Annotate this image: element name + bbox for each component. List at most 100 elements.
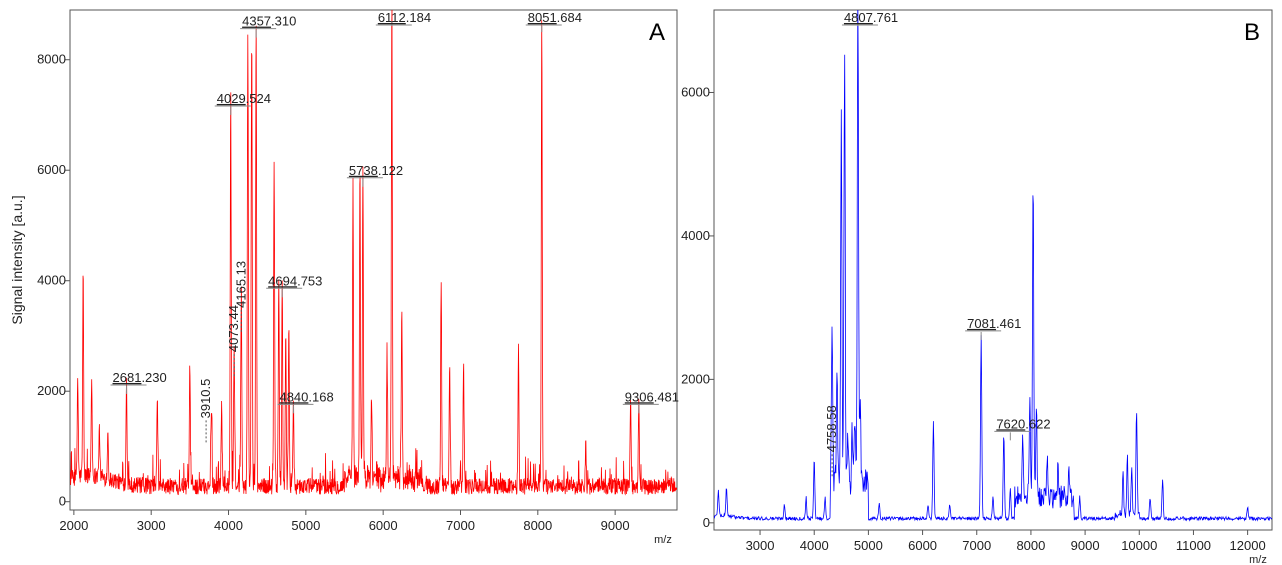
peak-point	[352, 208, 353, 209]
peak-annotation: 6112.184	[378, 10, 431, 25]
peak-point	[854, 454, 855, 455]
peak-point	[386, 374, 387, 375]
peak-mass-integer: 2681	[113, 370, 142, 385]
peak-point	[841, 142, 842, 143]
peak-annotation: 4029.524	[217, 91, 271, 106]
x-tick-label: 6000	[908, 538, 937, 553]
x-tick-label: 9000	[1071, 538, 1100, 553]
peak-point	[83, 297, 84, 298]
peak-mass-decimal: .761	[873, 10, 898, 25]
peak-point	[726, 494, 727, 495]
peak-point	[247, 54, 248, 55]
x-tick-label: 2000	[59, 518, 88, 533]
plot-frame	[713, 9, 1273, 531]
peak-point	[1068, 490, 1069, 491]
x-tick-label: 12000	[1230, 538, 1266, 553]
y-tick-label: 6000	[681, 84, 710, 99]
chart-panel-b: 3000 4000 5000 6000 7000 8000 9000 10000 11000 12…	[681, 9, 1273, 565]
peak-annotation: 4357.310	[242, 14, 296, 29]
spectrum-series-line	[70, 10, 677, 496]
peak-annotation: 7081.461	[967, 316, 1021, 331]
peak-point	[860, 443, 861, 444]
peak-point	[1122, 479, 1123, 480]
peak-point	[1162, 483, 1163, 484]
x-tick-label: 8000	[1016, 538, 1045, 553]
peak-point	[824, 501, 825, 502]
peak-point	[784, 508, 785, 509]
peak-mass-decimal: .168	[308, 389, 333, 404]
peak-mass-integer: 4840	[279, 389, 308, 404]
peak-annotation: 2681.230	[113, 370, 167, 385]
peak-mass-decimal: .122	[378, 163, 403, 178]
y-tick-label: 4000	[681, 228, 710, 243]
peak-mass-integer: 6112	[378, 10, 406, 25]
peak-annotation: 8051.684	[528, 10, 582, 25]
peak-annotation: 9306.481	[625, 389, 679, 404]
plot-frame	[69, 9, 678, 511]
peak-mass-decimal: .461	[996, 316, 1021, 331]
peak-point	[1131, 472, 1132, 473]
x-tick-label: 10000	[1121, 538, 1157, 553]
x-tick-label: 5000	[291, 518, 320, 533]
peak-point	[157, 407, 158, 408]
peak-mass-decimal: .310	[271, 14, 296, 29]
peak-mass-decimal: .230	[141, 370, 166, 385]
panel-letter: B	[1244, 19, 1260, 46]
peak-mass-decimal: .753	[297, 273, 322, 288]
peak-point	[401, 335, 402, 336]
x-tick-label: 7000	[446, 518, 475, 533]
peak-point	[927, 508, 928, 509]
peak-point	[359, 192, 360, 193]
peak-point	[844, 88, 845, 89]
peak-point	[1247, 511, 1248, 512]
y-tick-label: 2000	[37, 383, 66, 398]
x-tick-label: 5000	[854, 538, 883, 553]
peak-point	[814, 461, 815, 462]
peak-mass-decimal: .184	[406, 10, 431, 25]
peak-annotation: 4694.753	[268, 273, 322, 288]
peak-point	[832, 357, 833, 358]
peak-point	[1127, 465, 1128, 466]
peak-mass-decimal: .622	[1025, 416, 1050, 431]
peak-point	[77, 402, 78, 403]
y-tick-label: 2000	[681, 371, 710, 386]
peak-annotation: 7620.622	[996, 416, 1050, 431]
peak-point	[221, 424, 222, 425]
x-tick-label: 3000	[746, 538, 775, 553]
peak-mass-integer: 7081	[967, 316, 996, 331]
peak-point	[288, 335, 289, 336]
spectrum-series-line	[714, 10, 1272, 522]
peak-point	[1150, 501, 1151, 502]
peak-mass-integer: 5738	[349, 163, 378, 178]
peak-mass-integer: 4807	[844, 10, 873, 25]
peak-mass-integer: 4357	[242, 14, 271, 29]
peak-point	[847, 472, 848, 473]
peak-point	[1136, 415, 1137, 416]
peak-point	[1010, 490, 1011, 491]
peak-point	[518, 363, 519, 364]
peak-mass-decimal: .481	[654, 389, 679, 404]
vertical-peak-annotation: 4758.58	[824, 405, 839, 452]
vertical-peak-annotation: 3910.5	[198, 379, 213, 419]
x-tick-label: 6000	[369, 518, 398, 533]
peak-point	[1022, 465, 1023, 466]
peak-point	[992, 501, 993, 502]
y-tick-label: 0	[59, 494, 66, 509]
peak-point	[630, 418, 631, 419]
x-tick-label: 4000	[800, 538, 829, 553]
x-tick-label: 4000	[214, 518, 243, 533]
vertical-peak-annotation: 4165.13	[233, 261, 248, 308]
peak-mass-decimal: .684	[557, 10, 582, 25]
peak-point	[805, 501, 806, 502]
y-tick-label: 6000	[37, 162, 66, 177]
x-tick-label: 3000	[137, 518, 166, 533]
peak-point	[1057, 494, 1058, 495]
peak-point	[1047, 486, 1048, 487]
peak-point	[949, 508, 950, 509]
peak-mass-integer: 8051	[528, 10, 557, 25]
peak-point	[1032, 203, 1033, 204]
peak-point	[99, 451, 100, 452]
peak-point	[251, 43, 252, 44]
